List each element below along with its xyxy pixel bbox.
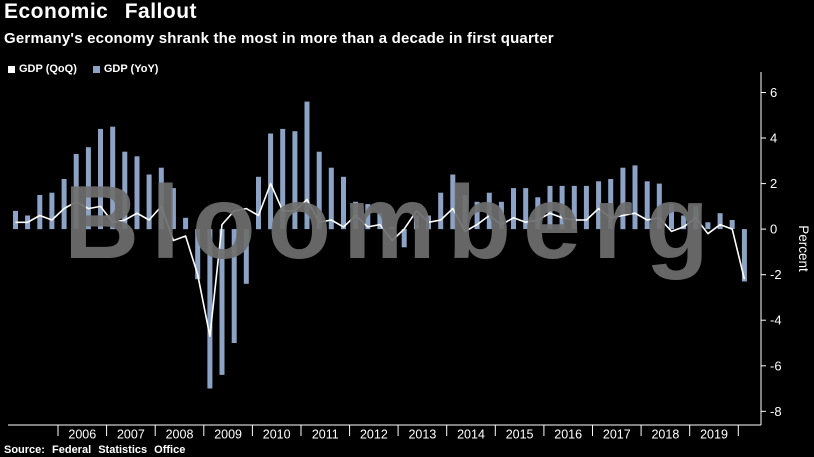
yoy-bar [328, 167, 334, 230]
yoy-bar [61, 179, 67, 230]
y-axis-title: Percent [796, 225, 811, 272]
yoy-bar [523, 188, 529, 230]
yoy-bar [49, 192, 55, 230]
yoy-bar [158, 167, 164, 230]
yoy-bar [511, 188, 516, 230]
yoy-bar [450, 174, 456, 230]
qoq-swatch-icon [8, 65, 15, 73]
yoy-bar [596, 181, 602, 230]
yoy-bar [620, 167, 626, 230]
yoy-bar [85, 147, 91, 230]
legend-item-yoy: GDP (YoY) [92, 63, 159, 75]
x-year-label: 2018 [651, 428, 679, 442]
yoy-bar [341, 176, 346, 230]
yoy-bar [608, 179, 614, 230]
y-tick-label: -8 [770, 404, 782, 419]
x-year-label: 2011 [312, 428, 339, 442]
legend-label-yoy: GDP (YoY) [103, 63, 159, 75]
yoy-bar [146, 174, 152, 230]
yoy-bar [134, 156, 140, 230]
yoy-bar [656, 183, 662, 230]
x-year-label: 2015 [506, 428, 534, 442]
qoq-line [15, 182, 746, 338]
yoy-bar [583, 185, 589, 230]
yoy-bar [207, 229, 213, 389]
yoy-bar [219, 229, 225, 375]
bloomberg-watermark: Bloomberg [64, 165, 721, 281]
x-year-label: 2019 [700, 428, 728, 442]
x-year-label: 2017 [603, 428, 631, 442]
x-year-label: 2008 [166, 428, 194, 442]
yoy-swatch-icon [92, 65, 100, 73]
yoy-bar [183, 217, 189, 230]
y-tick-label: 6 [770, 85, 777, 100]
yoy-bar [498, 201, 504, 230]
y-tick-label: -6 [770, 358, 782, 373]
x-year-label: 2006 [68, 428, 96, 442]
yoy-bar [304, 101, 310, 230]
yoy-bar [110, 126, 116, 230]
yoy-bar [280, 128, 286, 230]
yoy-bar [122, 151, 128, 230]
yoy-bar [729, 220, 735, 230]
yoy-bar [535, 197, 541, 230]
x-year-label: 2009 [214, 428, 242, 442]
yoy-bar [644, 181, 650, 230]
x-year-label: 2012 [360, 428, 388, 442]
x-year-label: 2010 [263, 428, 291, 442]
y-tick-label: 0 [770, 222, 777, 237]
yoy-bar [571, 185, 577, 230]
yoy-bar [547, 185, 553, 230]
yoy-bar [741, 229, 747, 282]
yoy-bar [462, 195, 468, 230]
yoy-bar [705, 222, 711, 230]
y-tick-label: 4 [770, 131, 777, 146]
yoy-bar [474, 201, 480, 230]
yoy-bar [231, 229, 237, 343]
yoy-bar [438, 192, 444, 230]
yoy-bar [256, 176, 261, 230]
y-tick-label: -4 [770, 313, 782, 328]
yoy-bar [681, 215, 687, 230]
yoy-bar [98, 128, 103, 230]
legend: GDP (QoQ) GDP (YoY) [8, 63, 158, 75]
yoy-bar [170, 188, 176, 230]
yoy-bar [559, 185, 565, 230]
yoy-bar [377, 213, 383, 230]
x-year-label: 2014 [457, 428, 485, 442]
yoy-bar [37, 195, 43, 230]
yoy-bar [243, 229, 249, 284]
yoy-bar [632, 165, 638, 230]
legend-label-qoq: GDP (QoQ) [19, 63, 77, 75]
yoy-bar [717, 213, 723, 230]
chart-subtitle: Germany's economy shrank the most in mor… [4, 30, 554, 47]
legend-item-qoq: GDP (QoQ) [8, 63, 77, 75]
yoy-bar [316, 151, 322, 230]
x-year-label: 2016 [554, 428, 582, 442]
yoy-bar [486, 192, 492, 230]
y-tick-label: -2 [770, 267, 782, 282]
yoy-bar [669, 204, 674, 230]
yoy-bar [13, 210, 18, 230]
page-title: Economic Fallout [4, 0, 198, 23]
yoy-bar [195, 229, 201, 280]
x-year-label: 2007 [117, 428, 145, 442]
yoy-bar [413, 215, 419, 230]
yoy-bar [365, 204, 371, 230]
y-tick-label: 2 [770, 176, 777, 191]
source-note: Source: Federal Statistics Office [4, 444, 186, 456]
x-year-label: 2013 [408, 428, 436, 442]
yoy-bar [389, 226, 395, 230]
yoy-bar [73, 154, 79, 230]
yoy-bar [268, 133, 274, 230]
yoy-bar [292, 131, 298, 230]
yoy-bar [401, 229, 407, 248]
